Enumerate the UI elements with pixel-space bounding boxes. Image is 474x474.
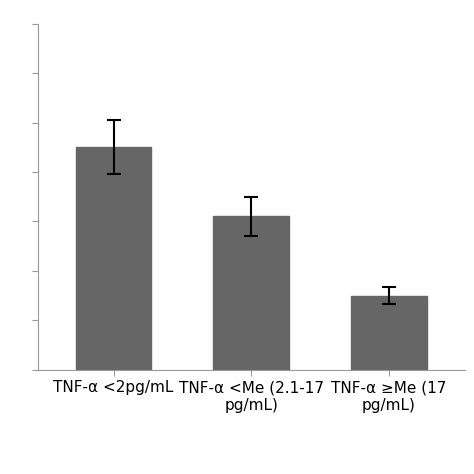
Bar [76,147,152,370]
Bar [351,296,427,370]
Bar [213,217,289,370]
